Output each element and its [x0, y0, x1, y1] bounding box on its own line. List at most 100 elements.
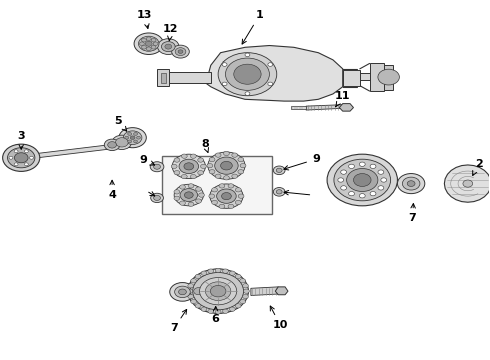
Circle shape — [142, 45, 147, 49]
Circle shape — [228, 184, 234, 188]
Text: 13: 13 — [137, 10, 152, 28]
Polygon shape — [306, 105, 343, 110]
Circle shape — [208, 269, 214, 273]
Circle shape — [181, 154, 187, 158]
Circle shape — [188, 284, 194, 288]
Circle shape — [190, 285, 207, 298]
Circle shape — [147, 37, 151, 41]
Circle shape — [172, 154, 205, 179]
Circle shape — [188, 269, 248, 314]
Circle shape — [191, 154, 196, 158]
Circle shape — [370, 164, 376, 168]
Circle shape — [219, 184, 225, 188]
Circle shape — [268, 63, 273, 66]
Circle shape — [191, 300, 196, 304]
Circle shape — [225, 58, 270, 90]
Circle shape — [178, 50, 183, 53]
Text: 2: 2 — [473, 159, 483, 175]
Circle shape — [174, 171, 180, 175]
Circle shape — [180, 189, 197, 202]
Circle shape — [223, 151, 229, 156]
Circle shape — [238, 170, 244, 174]
Circle shape — [212, 188, 218, 192]
Circle shape — [208, 309, 214, 314]
Polygon shape — [37, 142, 133, 158]
Circle shape — [273, 166, 285, 175]
Circle shape — [334, 159, 391, 201]
Circle shape — [196, 187, 201, 191]
Circle shape — [174, 196, 180, 201]
Circle shape — [378, 186, 384, 190]
Circle shape — [232, 174, 238, 178]
Circle shape — [245, 92, 250, 95]
Circle shape — [134, 33, 163, 54]
Circle shape — [235, 200, 241, 204]
Polygon shape — [444, 165, 490, 202]
Circle shape — [188, 294, 194, 299]
Circle shape — [150, 162, 164, 172]
Circle shape — [134, 132, 138, 135]
Circle shape — [137, 136, 141, 139]
Circle shape — [116, 138, 128, 147]
Circle shape — [353, 174, 371, 186]
Circle shape — [193, 273, 244, 310]
Text: 5: 5 — [114, 116, 127, 131]
Circle shape — [174, 158, 180, 162]
Circle shape — [7, 148, 35, 168]
Bar — [167, 72, 211, 83]
Circle shape — [187, 289, 193, 293]
Circle shape — [147, 47, 151, 50]
Circle shape — [165, 44, 172, 49]
Circle shape — [200, 164, 206, 168]
Circle shape — [229, 307, 235, 311]
Circle shape — [134, 140, 138, 143]
Circle shape — [378, 69, 399, 85]
Circle shape — [359, 194, 365, 198]
Circle shape — [29, 156, 33, 159]
Text: 4: 4 — [108, 180, 116, 200]
Circle shape — [240, 163, 246, 168]
Circle shape — [172, 45, 189, 58]
Circle shape — [181, 175, 187, 179]
Circle shape — [184, 163, 194, 170]
Circle shape — [119, 128, 147, 148]
Bar — [343, 70, 360, 86]
Text: 7: 7 — [409, 203, 416, 223]
Circle shape — [244, 289, 249, 293]
Circle shape — [153, 42, 158, 45]
Circle shape — [108, 141, 117, 148]
Circle shape — [238, 157, 244, 162]
Circle shape — [179, 201, 185, 205]
Text: 8: 8 — [201, 139, 209, 153]
Circle shape — [235, 188, 241, 192]
Circle shape — [338, 178, 343, 182]
Circle shape — [381, 178, 387, 182]
Circle shape — [215, 157, 238, 174]
Circle shape — [240, 279, 245, 283]
Circle shape — [235, 304, 241, 308]
Circle shape — [407, 181, 415, 186]
Circle shape — [273, 188, 285, 196]
Circle shape — [123, 131, 142, 144]
Bar — [343, 73, 387, 80]
Circle shape — [220, 161, 232, 170]
Circle shape — [209, 194, 215, 198]
Circle shape — [178, 289, 186, 295]
Circle shape — [327, 154, 397, 206]
Circle shape — [243, 294, 248, 299]
Circle shape — [208, 152, 245, 179]
Circle shape — [188, 184, 194, 188]
Circle shape — [218, 53, 277, 96]
Circle shape — [151, 39, 156, 42]
Circle shape — [215, 310, 221, 314]
Circle shape — [341, 186, 346, 190]
Circle shape — [128, 132, 132, 135]
Circle shape — [232, 153, 238, 157]
Polygon shape — [292, 106, 306, 109]
Circle shape — [212, 200, 218, 204]
Circle shape — [210, 184, 243, 208]
Text: 10: 10 — [270, 306, 288, 330]
Circle shape — [209, 157, 215, 162]
Text: 7: 7 — [171, 310, 187, 333]
Circle shape — [179, 159, 198, 174]
